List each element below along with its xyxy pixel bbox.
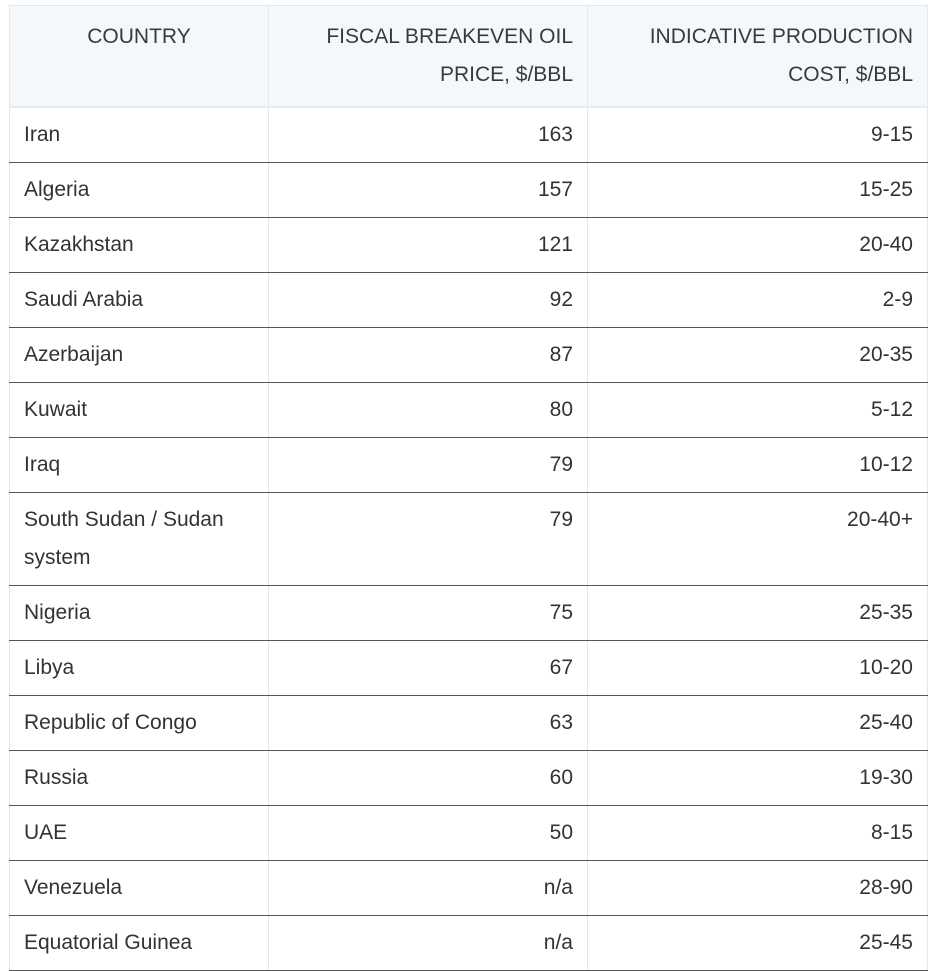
table-row: Kazakhstan 121 20-40 bbox=[9, 217, 928, 273]
country-cell: Equatorial Guinea bbox=[9, 915, 269, 971]
cost-cell: 25-45 bbox=[587, 915, 928, 971]
country-cell: Republic of Congo bbox=[9, 695, 269, 751]
breakeven-cell: 80 bbox=[268, 382, 588, 438]
breakeven-cell: 63 bbox=[268, 695, 588, 751]
cost-cell: 8-15 bbox=[587, 805, 928, 861]
cost-cell: 20-35 bbox=[587, 327, 928, 383]
cost-cell: 28-90 bbox=[587, 860, 928, 916]
breakeven-cell: 60 bbox=[268, 750, 588, 806]
cost-cell: 25-40 bbox=[587, 695, 928, 751]
cost-cell: 20-40+ bbox=[587, 492, 928, 586]
country-cell: Iraq bbox=[9, 437, 269, 493]
breakeven-cell: n/a bbox=[268, 860, 588, 916]
table-row: Azerbaijan 87 20-35 bbox=[9, 327, 928, 383]
oil-breakeven-table: COUNTRY FISCAL BREAKEVEN OIL PRICE, $/BB… bbox=[9, 5, 928, 971]
country-cell: Kazakhstan bbox=[9, 217, 269, 273]
country-cell: Kuwait bbox=[9, 382, 269, 438]
country-cell: Iran bbox=[9, 107, 269, 163]
cost-cell: 2-9 bbox=[587, 272, 928, 328]
cost-cell: 20-40 bbox=[587, 217, 928, 273]
table-row: UAE 50 8-15 bbox=[9, 805, 928, 861]
cost-cell: 19-30 bbox=[587, 750, 928, 806]
country-cell: UAE bbox=[9, 805, 269, 861]
country-cell: Azerbaijan bbox=[9, 327, 269, 383]
table-row: Equatorial Guinea n/a 25-45 bbox=[9, 915, 928, 971]
table-row: Russia 60 19-30 bbox=[9, 750, 928, 806]
table-row: Venezuela n/a 28-90 bbox=[9, 860, 928, 916]
table-row: Iraq 79 10-12 bbox=[9, 437, 928, 493]
breakeven-cell: 92 bbox=[268, 272, 588, 328]
breakeven-cell: 157 bbox=[268, 162, 588, 218]
table-row: Iran 163 9-15 bbox=[9, 107, 928, 163]
country-cell: Venezuela bbox=[9, 860, 269, 916]
table-row: Libya 67 10-20 bbox=[9, 640, 928, 696]
cost-cell: 15-25 bbox=[587, 162, 928, 218]
breakeven-cell: 50 bbox=[268, 805, 588, 861]
table-row: Algeria 157 15-25 bbox=[9, 162, 928, 218]
table-row: Kuwait 80 5-12 bbox=[9, 382, 928, 438]
header-fiscal-breakeven: FISCAL BREAKEVEN OIL PRICE, $/BBL bbox=[268, 5, 588, 108]
breakeven-cell: 87 bbox=[268, 327, 588, 383]
breakeven-cell: 75 bbox=[268, 585, 588, 641]
header-country: COUNTRY bbox=[9, 5, 269, 108]
country-cell: South Sudan / Sudan system bbox=[9, 492, 269, 586]
breakeven-cell: n/a bbox=[268, 915, 588, 971]
cost-cell: 9-15 bbox=[587, 107, 928, 163]
breakeven-cell: 121 bbox=[268, 217, 588, 273]
table-row: Saudi Arabia 92 2-9 bbox=[9, 272, 928, 328]
breakeven-cell: 67 bbox=[268, 640, 588, 696]
cost-cell: 25-35 bbox=[587, 585, 928, 641]
cost-cell: 10-12 bbox=[587, 437, 928, 493]
country-cell: Nigeria bbox=[9, 585, 269, 641]
table-row: South Sudan / Sudan system 79 20-40+ bbox=[9, 492, 928, 586]
breakeven-cell: 79 bbox=[268, 437, 588, 493]
breakeven-cell: 163 bbox=[268, 107, 588, 163]
country-cell: Saudi Arabia bbox=[9, 272, 269, 328]
breakeven-cell: 79 bbox=[268, 492, 588, 586]
table-row: Republic of Congo 63 25-40 bbox=[9, 695, 928, 751]
table-header-row: COUNTRY FISCAL BREAKEVEN OIL PRICE, $/BB… bbox=[9, 5, 928, 108]
country-cell: Algeria bbox=[9, 162, 269, 218]
header-production-cost: INDICATIVE PRODUCTION COST, $/BBL bbox=[587, 5, 928, 108]
country-cell: Libya bbox=[9, 640, 269, 696]
cost-cell: 5-12 bbox=[587, 382, 928, 438]
table-row: Nigeria 75 25-35 bbox=[9, 585, 928, 641]
cost-cell: 10-20 bbox=[587, 640, 928, 696]
country-cell: Russia bbox=[9, 750, 269, 806]
